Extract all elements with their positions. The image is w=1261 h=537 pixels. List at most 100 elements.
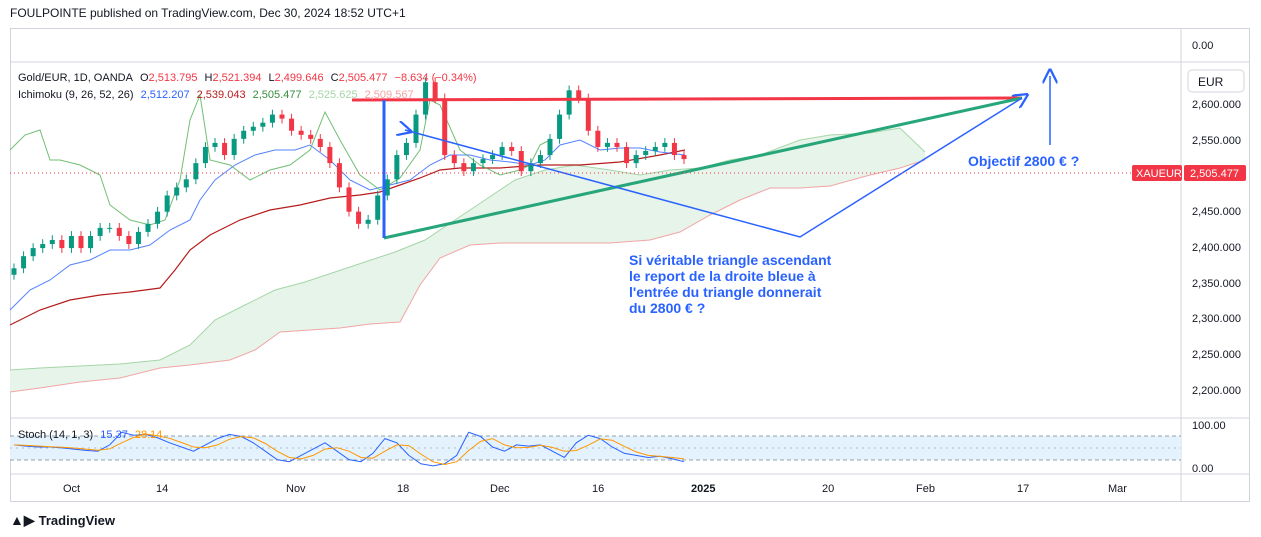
candle-body (499, 146, 505, 156)
candle-body (384, 179, 390, 196)
candle-body (30, 248, 36, 257)
price-tick: 2,450.000 (1192, 206, 1241, 218)
ichimoku-v2: 2,539.043 (196, 89, 246, 101)
candle-body (231, 138, 237, 156)
publish-header: FOULPOINTE published on TradingView.com,… (10, 6, 406, 20)
candle-body (336, 163, 342, 188)
currency-button[interactable]: EUR (1198, 75, 1224, 89)
candle-body (145, 223, 151, 232)
candle-body (585, 98, 591, 131)
note-line: du 2800 € ? (629, 300, 705, 316)
time-tick: 18 (397, 483, 409, 495)
candle-body (528, 163, 534, 172)
chart-frame[interactable] (10, 28, 1250, 502)
price-tick: 2,350.000 (1192, 278, 1241, 290)
candle-body (413, 114, 419, 143)
ichimoku-cloud (10, 128, 925, 392)
c-value: 2,505.477 (338, 72, 388, 84)
price-axis: 0.00 2,600.000 2,550.000 2,450.000 2,400… (1192, 40, 1241, 475)
candle-body (480, 159, 486, 164)
footer-brand[interactable]: ▲▶ TradingView (10, 512, 115, 529)
change-value: −8.634 (−0.34%) (394, 72, 477, 84)
ichimoku-name: Ichimoku (9, 26, 52, 26) (18, 89, 134, 101)
l-label: L (268, 72, 275, 84)
candle-body (97, 227, 103, 236)
last-price-tag-bg (1184, 165, 1246, 181)
candle-body (269, 114, 275, 123)
candle-body (59, 240, 65, 249)
l-value: 2,499.646 (274, 72, 324, 84)
candle-body (461, 163, 467, 172)
candle-body (327, 146, 333, 164)
brand-name: TradingView (38, 513, 115, 528)
symbol-tag-bg (1132, 165, 1182, 181)
h-label: H (204, 72, 213, 84)
tradingview-logo-icon: ▲▶ (10, 512, 35, 528)
candle-body (11, 268, 17, 275)
candle-body (49, 240, 55, 245)
triangle-note: Si véritable triangle ascendant le repor… (629, 252, 832, 316)
candle-body (356, 211, 362, 224)
symbol-label: Gold/EUR, 1D, OANDA (18, 72, 133, 84)
candle-body (557, 114, 563, 139)
candle-body (155, 211, 161, 224)
ichimoku-v4: 2,525.625 (308, 89, 358, 101)
candle-body (68, 235, 74, 249)
candle-body (222, 142, 228, 156)
candle-body (317, 138, 323, 147)
candle-body (643, 151, 649, 156)
candles-group (11, 77, 687, 280)
price-tick: 0.00 (1192, 40, 1213, 52)
candle-body (116, 227, 122, 236)
note-line: l'entrée du triangle donnerait (629, 284, 822, 300)
candle-body (442, 98, 448, 156)
stoch-k-line (13, 431, 685, 467)
candle-body (490, 155, 496, 160)
ichimoku-legend: Ichimoku (9, 26, 52, 26) 2,512.207 2,539… (18, 89, 418, 101)
c-label: C (330, 72, 339, 84)
candle-body (403, 142, 409, 156)
candle-body (566, 90, 572, 115)
candle-body (174, 187, 180, 196)
candle-body (547, 138, 553, 156)
candle-body (624, 146, 630, 164)
stoch-k-value: 15.37 (100, 429, 128, 441)
time-tick: 20 (822, 483, 834, 495)
candle-body (21, 256, 27, 269)
note-line: le report de la droite bleue à (629, 268, 816, 284)
candle-body (394, 155, 400, 180)
candle-body (308, 134, 314, 139)
candle-body (78, 235, 84, 249)
candle-body (576, 90, 582, 99)
candle-body (451, 155, 457, 164)
price-tick: 2,300.000 (1192, 313, 1241, 325)
candle-body (241, 130, 247, 139)
price-tick: 2,200.000 (1192, 385, 1241, 397)
time-tick: Oct (63, 483, 80, 495)
o-value: 2,513.795 (148, 72, 198, 84)
senkou-b-line (9, 159, 926, 393)
time-tick: 2025 (691, 483, 715, 495)
candle-body (375, 195, 381, 220)
candle-body (432, 82, 438, 99)
candle-body (633, 155, 639, 164)
candle-body (652, 146, 658, 151)
candle-body (40, 244, 46, 249)
price-tick: 2,400.000 (1192, 242, 1241, 254)
symbol-tag: XAUEUR (1136, 168, 1182, 180)
candle-body (604, 142, 610, 147)
time-tick: Mar (1108, 483, 1127, 495)
time-tick: Nov (286, 483, 306, 495)
candle-body (279, 114, 285, 119)
time-tick: Dec (490, 483, 510, 495)
resistance-line (351, 96, 1023, 102)
currency-button-bg[interactable] (1187, 69, 1245, 93)
time-tick: 14 (156, 483, 168, 495)
candle-body (681, 155, 687, 160)
candle-body (193, 163, 199, 180)
price-tick: 2,550.000 (1192, 135, 1241, 147)
last-price-tag: 2,505.477 (1190, 168, 1239, 180)
stoch-tick: 100.00 (1192, 420, 1226, 432)
candle-body (260, 122, 266, 127)
